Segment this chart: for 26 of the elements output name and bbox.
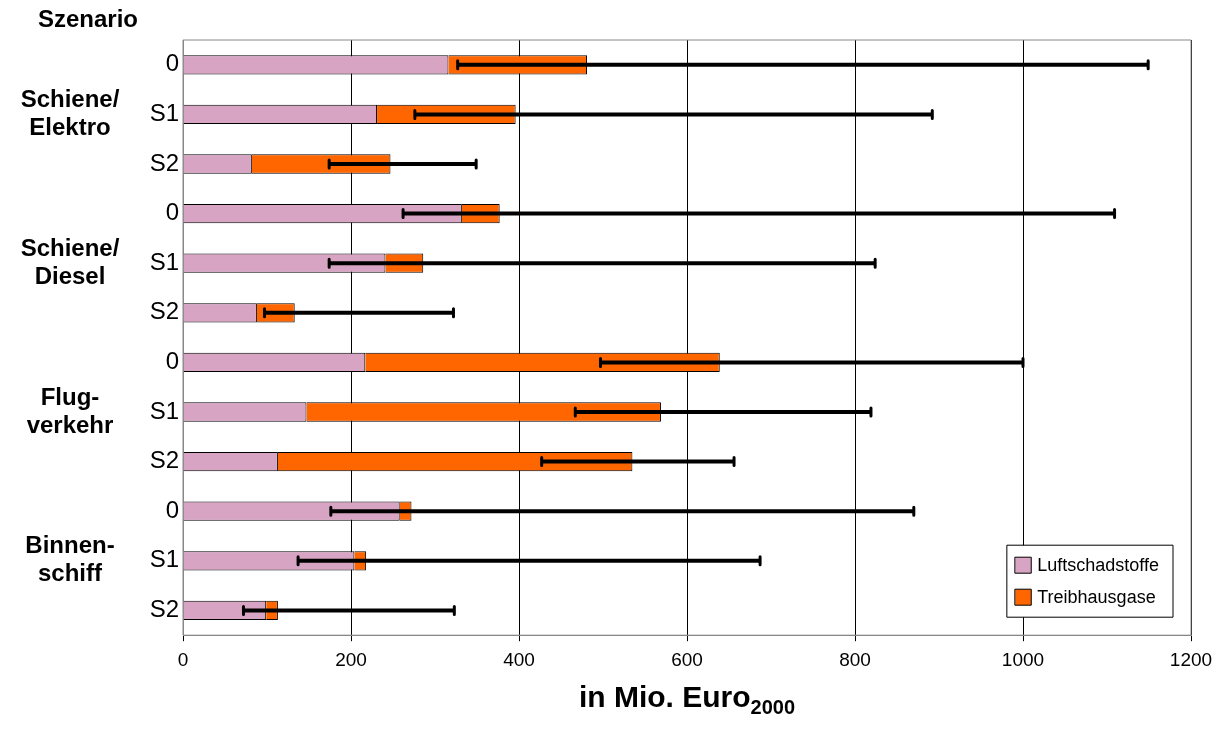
y-tick-label: S2 bbox=[149, 595, 179, 623]
x-tick-label: 200 bbox=[335, 648, 367, 670]
y-tick-label: S1 bbox=[149, 99, 179, 127]
y-tick-label: S1 bbox=[149, 545, 179, 573]
legend-label: Luftschadstoffe bbox=[1037, 555, 1160, 576]
y-tick-label: 0 bbox=[165, 347, 179, 375]
x-tick-label: 1000 bbox=[1001, 648, 1045, 670]
x-tick-label: 600 bbox=[671, 648, 703, 670]
y-tick-label: 0 bbox=[165, 198, 179, 226]
text: Binnen- schiff bbox=[25, 531, 115, 587]
x-tick-label: 1200 bbox=[1169, 648, 1213, 670]
y-tick-label: 0 bbox=[165, 49, 179, 77]
y-tick-label: S1 bbox=[149, 247, 179, 275]
y-axis-title: Szenario bbox=[37, 4, 139, 32]
legend-label: Treibhausgase bbox=[1037, 587, 1156, 608]
y-tick-label: S2 bbox=[149, 297, 179, 325]
text: Flug- verkehr bbox=[26, 382, 114, 438]
y-tick-label: S2 bbox=[149, 446, 179, 474]
text: Schiene/ Diesel bbox=[20, 233, 120, 289]
y-tick-label: S1 bbox=[149, 396, 179, 424]
x-axis-title: in Mio. Euro$_{2000}$ bbox=[577, 680, 797, 719]
y-tick-label: S2 bbox=[149, 148, 179, 176]
text: Schiene/ Elektro bbox=[20, 85, 120, 141]
x-tick-label: 400 bbox=[503, 648, 535, 670]
y-tick-label: 0 bbox=[165, 495, 179, 523]
x-tick-label: 800 bbox=[839, 648, 871, 670]
